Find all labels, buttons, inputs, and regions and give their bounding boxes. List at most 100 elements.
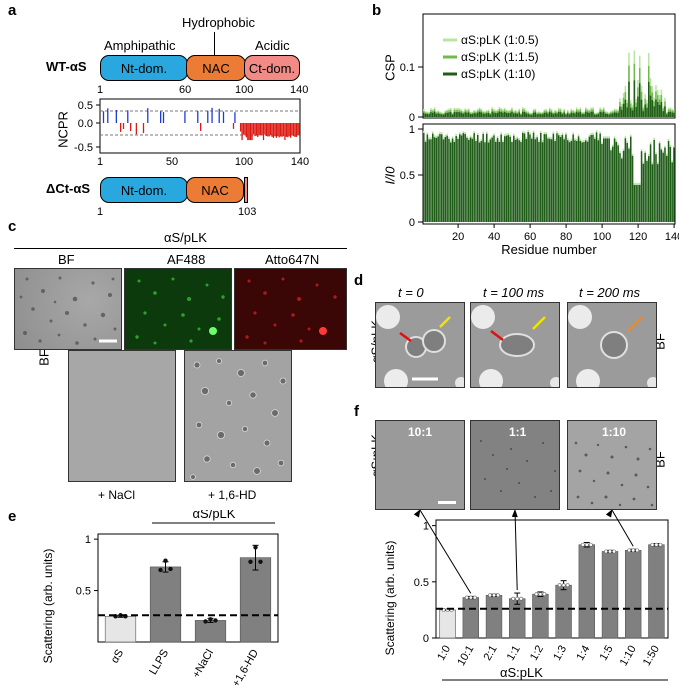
csp-bar: [525, 113, 528, 117]
intensity-bar-cap: [529, 132, 531, 135]
intensity-bar: [671, 162, 673, 222]
bar: [555, 584, 572, 639]
csp-bar: [640, 99, 643, 117]
ncpr-x-label: 50: [166, 156, 178, 168]
intensity-bar: [597, 140, 600, 222]
intensity-bar: [439, 133, 441, 222]
csp-bar: [500, 111, 502, 117]
intensity-bar-cap: [631, 153, 634, 156]
intensity-bar-cap: [576, 138, 578, 141]
c-af488-droplets: [135, 277, 225, 345]
intensity-bar-cap: [599, 131, 601, 134]
intensity-bar-cap: [667, 138, 670, 141]
csp-bar: [583, 114, 585, 117]
f-image-label-1-1: 1:1: [509, 425, 527, 439]
intensity-bar-cap: [453, 140, 456, 143]
intensity-bar-cap: [522, 130, 524, 133]
intensity-bar-cap: [642, 161, 645, 164]
ncpr-bar: [288, 123, 290, 137]
csp-bar: [565, 114, 567, 117]
csp-bar: [457, 111, 459, 117]
intensity-bar: [446, 135, 448, 222]
intensity-bar-cap: [426, 132, 429, 135]
intensity-bar-cap: [541, 140, 544, 143]
intensity-bar: [511, 142, 513, 222]
intensity-bar-cap: [622, 148, 625, 151]
csp-bar: [462, 113, 465, 117]
x-tick-label: 1:0: [435, 644, 453, 663]
b-x-tick-label: 140: [665, 231, 679, 243]
intensity-axis-label: I/I0: [382, 166, 398, 185]
csp-bar: [477, 112, 479, 117]
csp-bar: [626, 107, 628, 117]
intensity-bar: [601, 143, 603, 222]
data-point: [580, 542, 585, 547]
wt-label: WT-αS: [46, 59, 87, 74]
intensity-bar: [484, 142, 486, 222]
intensity-bar: [540, 132, 542, 222]
legend-entry-3: αS:pLK (1:10): [461, 67, 535, 81]
bar: [462, 597, 479, 639]
intensity-bar: [531, 138, 533, 222]
intensity-bar: [561, 134, 564, 222]
c-af488-bright-droplet: [209, 327, 217, 335]
bar: [149, 566, 182, 643]
csp-bar: [577, 112, 580, 117]
x-tick-label: 1:1: [505, 644, 523, 663]
csp-bar: [657, 102, 659, 117]
csp-bar: [660, 101, 663, 117]
csp-bar: [586, 112, 589, 117]
csp-bar: [673, 112, 675, 117]
intensity-bar-cap: [505, 133, 508, 136]
nac-domain: NAC: [186, 55, 246, 81]
csp-bar: [628, 81, 630, 117]
csp-bar: [603, 111, 605, 117]
int-tick-label: 0.5: [400, 170, 415, 182]
csp-bar: [558, 112, 560, 117]
csp-bar: [595, 114, 598, 117]
intensity-bar-cap: [432, 131, 434, 134]
ncpr-bar: [295, 123, 297, 137]
intensity-bar: [658, 143, 661, 222]
ncpr-bar: [197, 110, 199, 123]
intensity-bar: [516, 138, 519, 222]
intensity-bar-cap: [658, 141, 661, 144]
ncpr-bar: [285, 123, 287, 137]
csp-bar: [599, 111, 601, 117]
csp-bar: [486, 113, 488, 117]
f-frame: [435, 519, 669, 639]
intensity-bar: [669, 146, 672, 222]
intensity-bar: [466, 137, 468, 222]
intensity-bar-cap: [489, 137, 492, 140]
y-tick-label: 0: [423, 633, 429, 645]
intensity-bar-cap: [651, 162, 654, 165]
intensity-bar-cap: [653, 137, 655, 140]
data-point: [496, 593, 500, 598]
intensity-bar-cap: [478, 140, 481, 143]
csp-bar: [615, 112, 618, 117]
csp-tick-label: 0.1: [400, 62, 415, 74]
intensity-bar-cap: [498, 139, 501, 142]
intensity-bar-cap: [464, 131, 466, 134]
amphipathic-label: Amphipathic: [104, 38, 176, 53]
csp-bar: [478, 111, 481, 117]
intensity-bar: [585, 140, 587, 222]
intensity-bar: [586, 141, 589, 222]
intensity-bar-cap: [466, 135, 468, 138]
dct-nac-domain: NAC: [186, 177, 244, 203]
data-point: [253, 545, 258, 550]
panel-c-label: c: [8, 218, 17, 235]
intensity-bar-cap: [597, 138, 600, 141]
intensity-bar: [570, 140, 573, 222]
intensity-bar-cap: [460, 133, 463, 136]
intensity-bar: [550, 139, 553, 222]
intensity-bar: [527, 132, 529, 222]
csp-bar: [487, 112, 490, 117]
csp-bar: [523, 112, 526, 117]
csp-bar: [498, 111, 501, 117]
ncpr-bar: [290, 123, 292, 138]
csp-bar: [540, 114, 542, 117]
x-tick-label: 1:3: [551, 644, 569, 663]
ncpr-bar: [142, 123, 145, 134]
ncpr-bar: [277, 123, 279, 137]
